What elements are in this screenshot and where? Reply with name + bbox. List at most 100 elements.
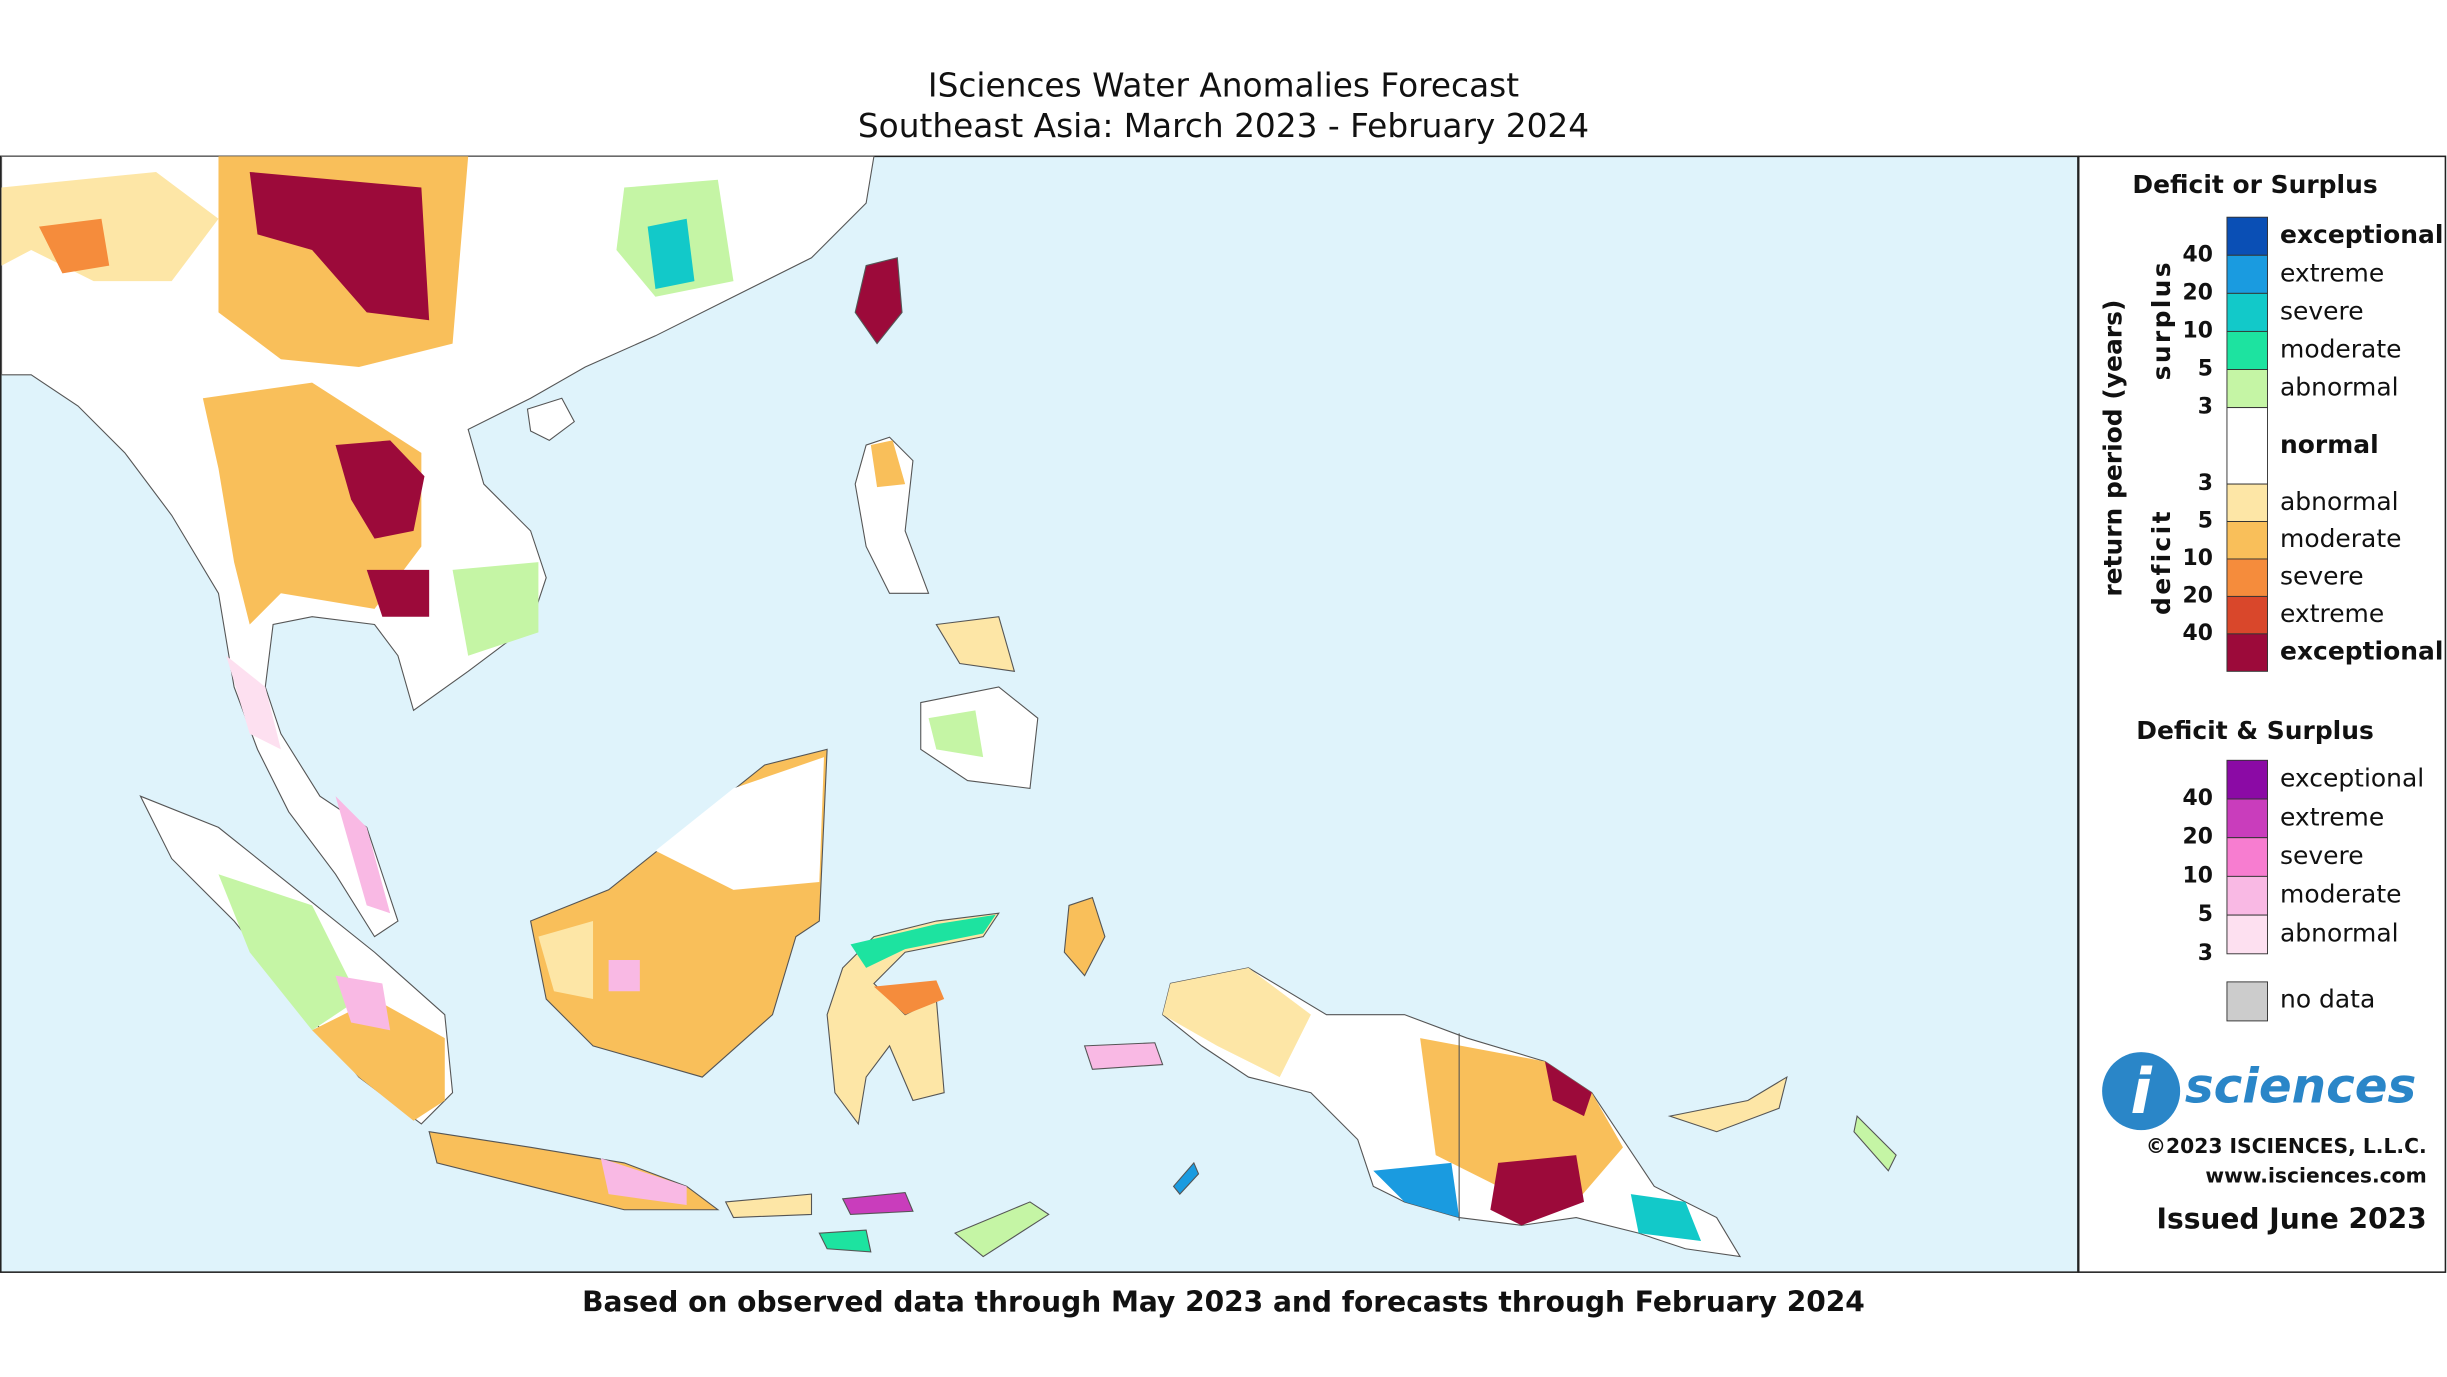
legend-label: extreme	[2280, 802, 2384, 831]
website: www.isciences.com	[2205, 1163, 2426, 1187]
surplus-label: surplus	[2147, 260, 2176, 380]
patch	[1373, 1162, 1460, 1218]
legend-swatch	[2226, 407, 2269, 485]
legend-tick: 20	[2183, 280, 2213, 305]
legend-tick: 5	[2198, 509, 2213, 534]
patch	[39, 218, 110, 274]
patch	[655, 757, 824, 890]
legend-swatch	[2226, 759, 2269, 800]
legend-swatch	[2226, 521, 2269, 560]
logo-text: sciences	[2185, 1059, 2417, 1115]
patch	[218, 874, 359, 1031]
legend-tick: 20	[2183, 825, 2213, 850]
patch	[1630, 1194, 1702, 1241]
legend-swatch	[2226, 216, 2269, 256]
legend-label: moderate	[2280, 334, 2401, 363]
island	[854, 436, 930, 594]
legend-swatch	[2226, 254, 2269, 294]
logo-i: i	[2130, 1055, 2153, 1128]
patch	[600, 1158, 687, 1206]
logo-circle	[2102, 1052, 2181, 1131]
title: ISciences Water Anomalies Forecast	[928, 67, 1519, 105]
legend-swatch	[2226, 369, 2269, 409]
legend-label: normal	[2280, 430, 2379, 459]
island	[1853, 1114, 1897, 1172]
legend-label: severe	[2280, 296, 2364, 325]
legend-title: Deficit & Surplus	[2136, 716, 2374, 745]
island	[935, 616, 1016, 672]
legend-tick: 40	[2183, 786, 2213, 811]
island	[1667, 1075, 1788, 1133]
patch	[312, 999, 445, 1121]
branding: i sciences ©2023 ISCIENCES, L.L.C. www.i…	[2102, 1052, 2427, 1236]
island	[1172, 1161, 1200, 1195]
footer: Based on observed data through May 2023 …	[582, 1285, 1865, 1318]
legend-swatch	[2226, 558, 2269, 597]
subtitle: Southeast Asia: March 2023 - February 20…	[858, 107, 1589, 145]
patch	[335, 975, 391, 1031]
copyright: ©2023 ISCIENCES, L.L.C.	[2146, 1134, 2427, 1158]
island	[954, 1201, 1050, 1258]
island	[854, 257, 903, 345]
legend-label: exceptional	[2280, 220, 2443, 249]
deficit-label: deficit	[2147, 509, 2176, 615]
legend-label: moderate	[2280, 524, 2401, 553]
patch	[647, 218, 695, 289]
legend-tick: 10	[2183, 318, 2213, 343]
issued: Issued June 2023	[2157, 1203, 2427, 1236]
patch	[249, 171, 430, 321]
legend-label: exceptional	[2280, 637, 2443, 666]
legend-swatch	[2226, 837, 2269, 877]
patch	[928, 710, 984, 758]
legend-swatch	[2226, 914, 2269, 955]
legend-tick: 5	[2198, 902, 2213, 927]
island	[724, 1193, 813, 1219]
legend-tick: 3	[2198, 395, 2213, 420]
island	[818, 1229, 872, 1253]
legend-swatch	[2226, 483, 2269, 522]
patch	[452, 562, 539, 656]
mainland	[1, 155, 875, 938]
legend-tick: 10	[2183, 863, 2213, 888]
legend-tick: 40	[2183, 621, 2213, 646]
patch	[1162, 967, 1311, 1078]
patch	[870, 440, 906, 488]
island	[841, 1191, 914, 1215]
patch	[873, 980, 945, 1015]
legend-tick: 20	[2183, 583, 2213, 608]
legend-label: severe	[2280, 562, 2364, 591]
legend-swatch	[2226, 292, 2269, 332]
legend-swatch	[2226, 981, 2269, 1022]
legend-tick: 10	[2183, 546, 2213, 571]
patch	[1544, 1061, 1592, 1117]
patch	[1490, 1155, 1584, 1226]
island	[1083, 1042, 1164, 1070]
legend-tick: 40	[2183, 242, 2213, 267]
no-data-label: no data	[2280, 985, 2375, 1014]
legend-label: abnormal	[2280, 918, 2399, 947]
legend-swatch	[2226, 633, 2269, 672]
legend-title: Deficit or Surplus	[2132, 170, 2377, 199]
legend-label: extreme	[2280, 599, 2384, 628]
patch	[335, 440, 425, 539]
axis-label: return period (years)	[2099, 300, 2128, 597]
legend-label: exceptional	[2280, 764, 2424, 793]
legend-swatch	[2226, 798, 2269, 839]
patch	[850, 914, 996, 968]
legend-label: moderate	[2280, 880, 2401, 909]
patch	[538, 921, 594, 1000]
map	[0, 155, 2079, 1273]
legend-label: abnormal	[2280, 487, 2399, 516]
legend-label: extreme	[2280, 258, 2384, 287]
island	[526, 397, 575, 442]
legend-label: abnormal	[2280, 373, 2399, 402]
legend-label: severe	[2280, 841, 2364, 870]
legend-tick: 3	[2198, 471, 2213, 496]
legend-tick: 5	[2198, 357, 2213, 382]
legend-swatch	[2226, 875, 2269, 916]
patch	[608, 960, 640, 992]
legend-swatch	[2226, 330, 2269, 370]
patch	[226, 655, 281, 750]
